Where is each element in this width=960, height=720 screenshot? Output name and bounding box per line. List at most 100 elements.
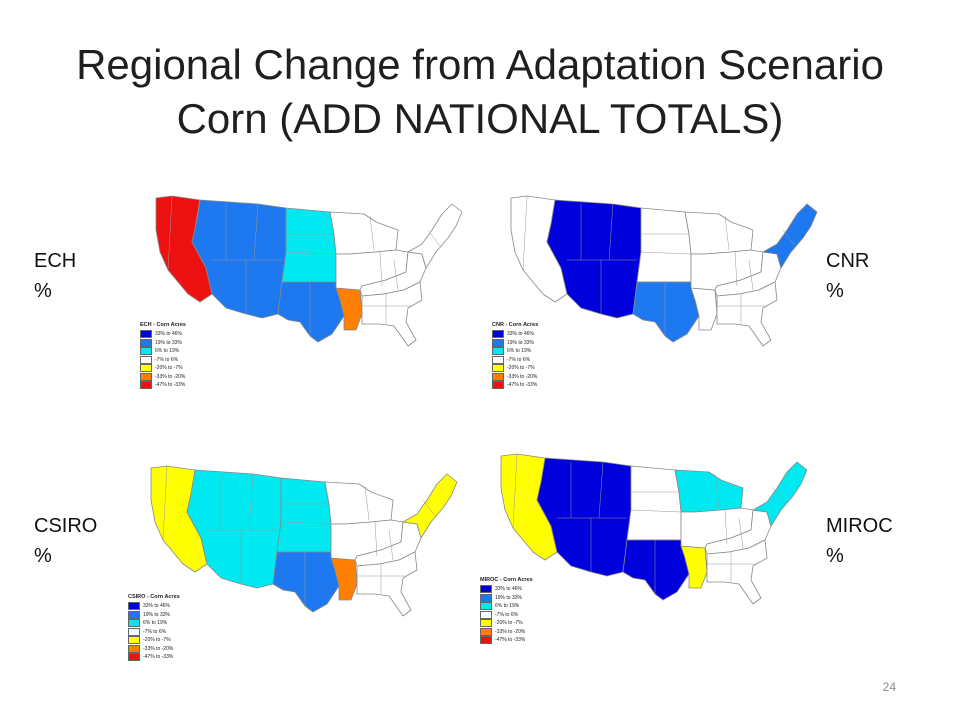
ech-map-svg [155, 195, 463, 347]
cnr-label-name: CNR [826, 250, 870, 272]
ech-label: ECH % [34, 246, 76, 306]
cnr-state-border [748, 259, 754, 291]
cnr-legend-row: -47% to -33% [492, 381, 538, 390]
csiro-state-border [388, 529, 394, 561]
ech-state-border [285, 251, 337, 255]
csiro-legend-swatch [128, 653, 140, 662]
csiro-label-name: CSIRO [34, 515, 98, 537]
miroc-state-border [598, 461, 604, 519]
ech-state-border [253, 203, 259, 261]
ech-legend-row: 33% to 46% [140, 330, 186, 339]
cnr-region-southern-plains [632, 281, 700, 343]
csiro-legend-label: 6% to 19% [143, 620, 168, 627]
cnr-region-northeast [762, 203, 818, 269]
cnr-state-border [522, 195, 528, 271]
csiro-label-unit: % [34, 545, 52, 567]
csiro-legend-label: -33% to -20% [143, 645, 174, 652]
cnr-legend-row: 33% to 46% [492, 330, 538, 339]
page-number: 24 [882, 680, 896, 694]
ech-state-border [369, 215, 375, 251]
csiro-legend-swatch [128, 602, 140, 611]
miroc-legend-row: 6% to 19% [480, 602, 533, 611]
ech-legend-row: 6% to 19% [140, 347, 186, 356]
cnr-map-svg [510, 195, 818, 347]
csiro-state-border [248, 473, 254, 531]
cnr-legend-label: 6% to 19% [507, 348, 532, 355]
miroc-legend-row: 19% to 33% [480, 593, 533, 603]
csiro-legend-label: 19% to 33% [143, 611, 170, 618]
ech-legend-label: 33% to 46% [155, 331, 182, 338]
miroc-legend-label: -20% to -7% [495, 620, 523, 627]
ech-region-mountain [191, 199, 287, 319]
miroc-state-border [512, 453, 518, 529]
csiro-legend-swatch [128, 627, 140, 636]
miroc-region-northeast [752, 461, 808, 527]
miroc-label: MIROC % [826, 511, 893, 571]
cnr-state-border [640, 251, 692, 255]
cnr-state-border [550, 199, 556, 225]
ech-legend-swatch [140, 355, 152, 364]
ech-region-delta [335, 287, 363, 331]
ech-legend-row: 19% to 33% [140, 338, 186, 348]
ech-legend-swatch [140, 347, 152, 356]
miroc-region-mountain [536, 457, 632, 577]
ech-legend-swatch [140, 372, 152, 381]
ech-legend-label: -33% to -20% [155, 373, 186, 380]
cnr-map [505, 190, 825, 362]
cnr-legend-label: 33% to 46% [507, 331, 534, 338]
csiro-legend-label: -7% to 6% [143, 628, 167, 635]
cnr-legend-label: -33% to -20% [507, 373, 538, 380]
miroc-legend-row: 33% to 46% [480, 585, 533, 594]
miroc-label-name: MIROC [826, 515, 893, 537]
cnr-legend-row: 6% to 19% [492, 347, 538, 356]
miroc-region-southeast [706, 539, 768, 605]
csiro-state-border [280, 521, 332, 525]
cnr-region-delta [690, 287, 718, 331]
csiro-state-border [374, 521, 378, 557]
miroc-map [495, 448, 815, 620]
ech-legend-swatch [140, 338, 152, 347]
cnr-legend-row: 19% to 33% [492, 338, 538, 348]
csiro-legend-row: -20% to -7% [128, 636, 180, 645]
ech-legend-row: -47% to -33% [140, 381, 186, 390]
cnr-label-unit: % [826, 280, 844, 302]
miroc-state-border [714, 473, 720, 509]
cnr-legend-swatch [492, 338, 504, 347]
csiro-legend-row: 19% to 33% [128, 610, 180, 620]
csiro-map-svg [150, 465, 458, 617]
csiro-legend-swatch [128, 619, 140, 628]
ech-state-border [195, 199, 201, 225]
miroc-map-svg [500, 453, 808, 605]
miroc-state-border [540, 457, 546, 483]
ech-legend-swatch [140, 381, 152, 390]
csiro-state-border [422, 499, 436, 517]
ech-state-border [393, 259, 399, 291]
ech-legend-row: -33% to -20% [140, 372, 186, 382]
ech-legend-label: 19% to 33% [155, 339, 182, 346]
ech-legend-label: 6% to 19% [155, 348, 180, 355]
cnr-state-border [782, 229, 796, 247]
csiro-region-lake-states [324, 481, 394, 525]
miroc-legend-label: -47% to -33% [495, 637, 526, 644]
cnr-legend-swatch [492, 381, 504, 390]
miroc-region-lake-states [674, 469, 744, 513]
miroc-legend-title: MIROC - Corn Acres [480, 577, 533, 583]
ech-label-name: ECH [34, 250, 77, 272]
cnr-region-northern-plains [636, 207, 692, 283]
miroc-state-border [630, 509, 682, 513]
cnr-legend-swatch [492, 347, 504, 356]
miroc-legend-swatch [480, 636, 492, 645]
cnr-state-border [724, 215, 730, 251]
miroc-legend-row: -47% to -33% [480, 636, 533, 645]
slide-title-line2: Corn (ADD NATIONAL TOTALS) [176, 95, 784, 142]
csiro-legend-title: CSIRO - Corn Acres [128, 594, 180, 600]
cnr-legend-title: CNR - Corn Acres [492, 322, 539, 328]
cnr-legend-row: -7% to 6% [492, 355, 538, 365]
miroc-legend-swatch [480, 619, 492, 628]
csiro-region-delta [330, 557, 358, 601]
ech-legend-title: ECH - Corn Acres [140, 322, 186, 328]
miroc-state-border [724, 509, 728, 545]
csiro-legend: CSIRO - Corn Acres 33% to 46% 19% to 33% 6%… [128, 594, 180, 662]
cnr-legend-label: -7% to 6% [507, 356, 531, 363]
csiro-label: CSIRO % [34, 511, 97, 571]
